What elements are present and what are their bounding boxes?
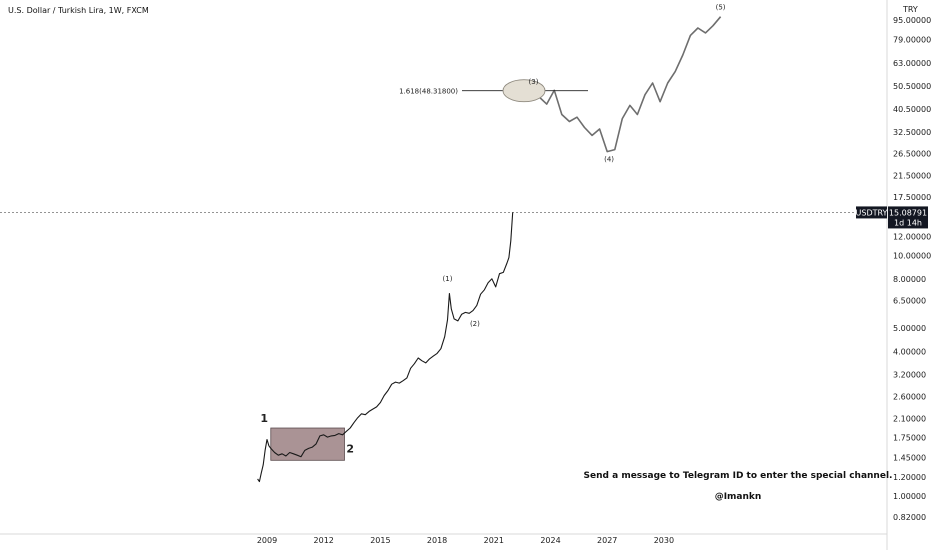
y-tick-label: 1.75000 xyxy=(893,434,926,443)
wave-label: (5) xyxy=(716,4,726,12)
fib-level-label: 1.618(48.31800) xyxy=(399,88,458,96)
chart-title: U.S. Dollar / Turkish Lira, 1W, FXCM xyxy=(8,6,149,15)
y-tick-label: 32.50000 xyxy=(893,128,931,137)
telegram-id: @Imankn xyxy=(715,492,762,502)
x-tick-label: 2012 xyxy=(314,536,334,545)
wave-label: (1) xyxy=(443,275,453,283)
y-tick-label: 1.45000 xyxy=(893,453,926,462)
price-tag-value: 15.08791 xyxy=(889,208,927,217)
y-tick-label: 50.50000 xyxy=(893,82,931,91)
wave-label: 1 xyxy=(260,412,268,425)
y-tick-label: 63.00000 xyxy=(893,59,931,68)
price-series-line xyxy=(257,212,514,483)
wave-label: (3) xyxy=(529,78,539,86)
x-tick-label: 2018 xyxy=(427,536,447,545)
price-tag-bg xyxy=(888,206,928,229)
x-tick-label: 2027 xyxy=(597,536,617,545)
telegram-note: Send a message to Telegram ID to enter t… xyxy=(584,471,893,481)
x-tick-label: 2030 xyxy=(654,536,674,545)
y-tick-label: 79.00000 xyxy=(893,35,931,44)
currency-label: TRY xyxy=(902,5,918,14)
x-tick-label: 2024 xyxy=(540,536,560,545)
y-tick-label: 26.50000 xyxy=(893,150,931,159)
x-tick-label: 2015 xyxy=(370,536,390,545)
y-tick-label: 8.00000 xyxy=(893,275,926,284)
wave-label: 2 xyxy=(346,442,354,455)
y-tick-label: 1.00000 xyxy=(893,492,926,501)
symbol-tag: USDTRY xyxy=(856,208,888,217)
wave-label: (4) xyxy=(604,156,614,164)
symbol-tag-bg xyxy=(856,206,887,219)
y-tick-label: 0.82000 xyxy=(893,513,926,522)
y-tick-label: 21.50000 xyxy=(893,171,931,180)
y-tick-label: 3.20000 xyxy=(893,371,926,380)
x-tick-label: 2021 xyxy=(484,536,504,545)
wave-label: (2) xyxy=(470,320,480,328)
y-tick-label: 17.50000 xyxy=(893,193,931,202)
y-tick-label: 1.20000 xyxy=(893,473,926,482)
y-tick-label: 4.00000 xyxy=(893,347,926,356)
projection-series-line xyxy=(523,16,722,153)
y-tick-label: 40.50000 xyxy=(893,105,931,114)
x-tick-label: 2009 xyxy=(257,536,277,545)
y-tick-label: 2.60000 xyxy=(893,392,926,401)
target-ellipse xyxy=(502,79,546,103)
y-tick-label: 6.50000 xyxy=(893,296,926,305)
y-tick-label: 2.10000 xyxy=(893,415,926,424)
consolidation-box xyxy=(270,427,345,461)
y-tick-label: 12.00000 xyxy=(893,232,931,241)
y-tick-label: 10.00000 xyxy=(893,251,931,260)
y-tick-label: 5.00000 xyxy=(893,324,926,333)
y-tick-label: 95.00000 xyxy=(893,16,931,25)
price-tag-countdown: 1d 14h xyxy=(894,218,922,227)
